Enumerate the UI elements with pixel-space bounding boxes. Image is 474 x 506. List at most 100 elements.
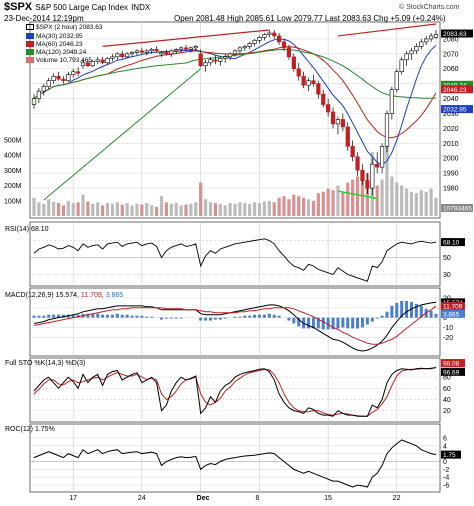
- ticker-symbol: $SPX: [4, 1, 33, 13]
- candle-body: [46, 80, 51, 87]
- volume-bar: [238, 202, 242, 216]
- roc-tag-text: 1.75: [443, 452, 456, 459]
- resistance-trendline: [102, 29, 270, 47]
- macd-histogram-bar: [375, 317, 379, 319]
- candle-body: [218, 58, 223, 62]
- volume-bar: [61, 205, 66, 216]
- candle-body: [370, 163, 375, 189]
- volume-tick-label: 300M: [4, 168, 22, 175]
- macd-histogram-bar: [150, 316, 154, 318]
- candle-body: [340, 119, 345, 128]
- macd-histogram-bar: [238, 316, 242, 318]
- macd-histogram-bar: [414, 303, 418, 318]
- candle-body: [95, 59, 100, 62]
- price-tag: [441, 80, 473, 89]
- candle-body: [384, 113, 390, 147]
- macd-histogram-bar: [223, 317, 227, 319]
- candle-body: [139, 50, 144, 53]
- roc-tick-label: -2: [443, 467, 449, 474]
- candle-body: [242, 46, 247, 49]
- macd-tick-label: -10: [443, 325, 453, 332]
- macd-histogram-bar: [140, 315, 144, 318]
- volume-bar: [140, 204, 144, 216]
- rsi-tag-text: 68.10: [443, 240, 460, 247]
- source-credit: © StockCharts.com: [399, 4, 460, 11]
- macd-histogram-bar: [199, 317, 203, 321]
- macd-histogram-bar: [258, 314, 262, 318]
- volume-bar: [414, 193, 418, 216]
- candle-body: [51, 75, 56, 81]
- volume-tick-label: 400M: [4, 153, 22, 160]
- volume-bar: [135, 203, 139, 216]
- candle-body: [149, 49, 154, 52]
- volume-bar: [145, 203, 149, 216]
- x-tick-label: 24: [138, 495, 146, 502]
- volume-bar: [272, 202, 276, 216]
- candle-body: [399, 59, 404, 73]
- volume-bar: [76, 202, 80, 216]
- candle-body: [321, 93, 326, 105]
- roc-tick-label: 4: [443, 443, 447, 450]
- candle-body: [85, 62, 91, 67]
- x-tick-label: 15: [324, 495, 332, 502]
- ma30-line: [33, 38, 437, 166]
- macd-histogram-bar: [292, 317, 296, 324]
- candle-body: [306, 80, 311, 86]
- roc-tick-label: 0: [443, 459, 447, 466]
- candle-body: [188, 47, 193, 50]
- macd-histogram-bar: [326, 317, 330, 330]
- macd-histogram-bar: [145, 316, 149, 318]
- candle-body: [56, 75, 61, 80]
- roc-label: ROC(12) 1.75%: [5, 426, 55, 433]
- volume-bar: [400, 185, 404, 216]
- volume-bar: [164, 202, 168, 216]
- roc-tick-label: -6: [443, 483, 449, 490]
- macd-histogram-bar: [218, 317, 222, 320]
- volume-bar: [174, 203, 178, 216]
- x-tick-label: 8: [256, 495, 260, 502]
- sto-label: Full STO %K(14,3) %D(3): [5, 360, 86, 367]
- candle-body: [61, 78, 66, 81]
- macd-histogram-bar: [262, 314, 266, 318]
- macd-histogram-bar: [101, 314, 105, 318]
- volume-tick-label: 500M: [4, 138, 22, 145]
- candle-body: [227, 53, 233, 58]
- price-tick-label: 2080: [443, 36, 459, 43]
- macd-histogram-bar: [52, 314, 56, 318]
- date-line: 23-Dec-2014 12:19pm: [4, 14, 84, 23]
- volume-bar: [419, 190, 423, 216]
- volume-bar: [47, 199, 51, 216]
- macd-histogram-bar: [204, 317, 208, 321]
- macd-histogram-bar: [311, 317, 315, 329]
- macd-histogram-bar: [37, 315, 41, 318]
- volume-bar: [253, 202, 257, 216]
- candle-body: [125, 53, 130, 58]
- macd-histogram-bar: [86, 313, 90, 318]
- candle-body: [355, 156, 360, 171]
- volume-bar: [56, 203, 61, 216]
- price-tick-label: 1990: [443, 171, 459, 178]
- panel-frame-rsi: [29, 221, 441, 287]
- volume-bar: [91, 203, 95, 216]
- legend-ma30: MA(30) 2032.95: [26, 33, 83, 40]
- macd-histogram-bar: [336, 317, 340, 329]
- macd-tag: [441, 302, 465, 311]
- candle-body: [360, 169, 365, 181]
- macd-histogram-bar: [356, 317, 360, 329]
- price-tick-label: 2010: [443, 141, 459, 148]
- volume-bar: [52, 201, 56, 216]
- volume-bar: [169, 203, 173, 216]
- macd-histogram-bar: [169, 317, 173, 319]
- rsi-label: RSI(14) 68.10: [5, 226, 49, 233]
- macd-histogram-bar: [208, 317, 212, 321]
- volume-bar: [375, 185, 379, 216]
- volume-bar: [199, 182, 203, 216]
- volume-bar: [243, 203, 247, 216]
- legend-ma120: MA(120) 2049.24: [26, 49, 86, 56]
- volume-bar: [331, 190, 335, 216]
- rsi-tick-label: 30: [443, 272, 451, 279]
- candle-body: [120, 53, 125, 58]
- candle-body: [272, 32, 277, 37]
- rsi-line: [33, 238, 437, 282]
